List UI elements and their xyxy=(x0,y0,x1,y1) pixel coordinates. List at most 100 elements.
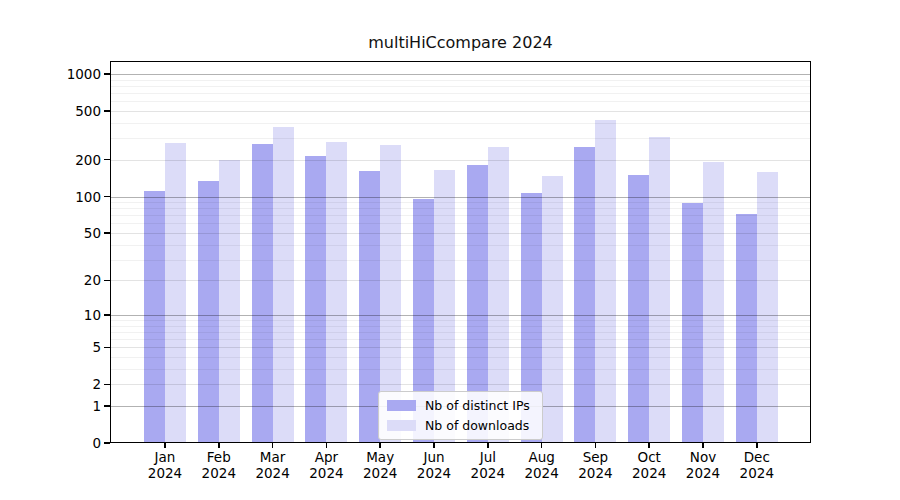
year-label: 2024 xyxy=(632,465,666,481)
x-tick-mark-may xyxy=(379,443,381,448)
bar-downloads-sep xyxy=(595,120,616,443)
y-tick-label-200: 200 xyxy=(0,152,101,168)
x-tick-mark-oct xyxy=(648,443,650,448)
bar-downloads-feb xyxy=(219,160,240,443)
gridline-minor-400 xyxy=(110,123,811,124)
bar-ips-oct xyxy=(628,175,649,443)
x-tick-mark-jun xyxy=(433,443,435,448)
month-label: Jul xyxy=(471,449,505,465)
y-tick-mark-0 xyxy=(104,442,110,444)
bar-downloads-aug xyxy=(542,176,563,443)
year-label: 2024 xyxy=(202,465,236,481)
bar-downloads-jan xyxy=(165,143,186,443)
year-label: 2024 xyxy=(148,465,182,481)
x-tick-label-jun: Jun2024 xyxy=(417,449,451,481)
year-label: 2024 xyxy=(363,465,397,481)
bar-downloads-mar xyxy=(273,127,294,444)
gridline-minor-300 xyxy=(110,138,811,139)
x-tick-mark-sep xyxy=(595,443,597,448)
x-tick-label-mar: Mar2024 xyxy=(255,449,289,481)
month-label: Oct xyxy=(632,449,666,465)
x-tick-label-oct: Oct2024 xyxy=(632,449,666,481)
bar-ips-nov xyxy=(682,203,703,443)
year-label: 2024 xyxy=(740,465,774,481)
y-tick-mark-200 xyxy=(104,159,110,161)
bar-ips-sep xyxy=(574,147,595,443)
bar-downloads-oct xyxy=(649,137,670,443)
y-tick-mark-1000 xyxy=(104,73,110,75)
legend: Nb of distinct IPs Nb of downloads xyxy=(378,391,543,440)
year-label: 2024 xyxy=(471,465,505,481)
y-tick-mark-500 xyxy=(104,110,110,112)
y-tick-label-1000: 1000 xyxy=(0,66,101,82)
month-label: Aug xyxy=(524,449,558,465)
y-tick-label-2: 2 xyxy=(0,376,101,392)
x-tick-mark-apr xyxy=(326,443,328,448)
legend-swatch-downloads xyxy=(387,420,416,431)
x-tick-label-jan: Jan2024 xyxy=(148,449,182,481)
x-tick-mark-feb xyxy=(218,443,220,448)
y-tick-label-50: 50 xyxy=(0,225,101,241)
y-tick-label-1: 1 xyxy=(0,398,101,414)
x-tick-label-dec: Dec2024 xyxy=(740,449,774,481)
year-label: 2024 xyxy=(524,465,558,481)
legend-label-distinct-ips: Nb of distinct IPs xyxy=(425,398,530,413)
x-tick-label-feb: Feb2024 xyxy=(202,449,236,481)
figure: multiHiCcompare 2024 Nb of distinct IPs … xyxy=(0,0,900,500)
y-tick-label-20: 20 xyxy=(0,272,101,288)
year-label: 2024 xyxy=(417,465,451,481)
year-label: 2024 xyxy=(255,465,289,481)
bar-ips-dec xyxy=(736,214,757,443)
y-tick-label-0: 0 xyxy=(0,435,101,451)
gridline-minor-800 xyxy=(110,86,811,87)
y-tick-mark-1 xyxy=(104,405,110,407)
x-tick-label-apr: Apr2024 xyxy=(309,449,343,481)
month-label: Dec xyxy=(740,449,774,465)
legend-item-downloads: Nb of downloads xyxy=(387,418,530,433)
x-tick-label-may: May2024 xyxy=(363,449,397,481)
y-tick-mark-50 xyxy=(104,232,110,234)
month-label: Mar xyxy=(255,449,289,465)
bar-downloads-apr xyxy=(326,142,347,443)
month-label: Apr xyxy=(309,449,343,465)
y-tick-mark-20 xyxy=(104,280,110,282)
gridline-500 xyxy=(110,111,811,112)
x-tick-mark-nov xyxy=(702,443,704,448)
y-tick-label-5: 5 xyxy=(0,339,101,355)
y-tick-mark-10 xyxy=(104,314,110,316)
month-label: Sep xyxy=(578,449,612,465)
gridline-1000 xyxy=(110,74,811,75)
legend-item-distinct-ips: Nb of distinct IPs xyxy=(387,398,530,413)
gridline-minor-700 xyxy=(110,93,811,94)
legend-swatch-distinct-ips xyxy=(387,400,416,411)
y-tick-label-10: 10 xyxy=(0,307,101,323)
bar-ips-mar xyxy=(252,144,273,443)
month-label: Feb xyxy=(202,449,236,465)
gridline-minor-600 xyxy=(110,101,811,102)
x-tick-mark-mar xyxy=(272,443,274,448)
plot-area: Nb of distinct IPs Nb of downloads xyxy=(110,61,811,443)
y-tick-mark-100 xyxy=(104,196,110,198)
bar-ips-jan xyxy=(144,191,165,443)
x-tick-mark-jul xyxy=(487,443,489,448)
x-tick-mark-aug xyxy=(541,443,543,448)
y-tick-mark-2 xyxy=(104,384,110,386)
bar-downloads-nov xyxy=(703,162,724,443)
y-tick-mark-5 xyxy=(104,347,110,349)
bar-ips-feb xyxy=(198,181,219,443)
x-tick-label-sep: Sep2024 xyxy=(578,449,612,481)
x-tick-label-nov: Nov2024 xyxy=(686,449,720,481)
month-label: Jun xyxy=(417,449,451,465)
year-label: 2024 xyxy=(686,465,720,481)
x-tick-label-jul: Jul2024 xyxy=(471,449,505,481)
year-label: 2024 xyxy=(578,465,612,481)
y-tick-label-100: 100 xyxy=(0,189,101,205)
bar-downloads-dec xyxy=(757,172,778,443)
month-label: Nov xyxy=(686,449,720,465)
month-label: Jan xyxy=(148,449,182,465)
bar-ips-apr xyxy=(305,156,326,443)
x-tick-mark-dec xyxy=(756,443,758,448)
legend-label-downloads: Nb of downloads xyxy=(425,418,529,433)
y-tick-label-500: 500 xyxy=(0,103,101,119)
x-tick-mark-jan xyxy=(164,443,166,448)
